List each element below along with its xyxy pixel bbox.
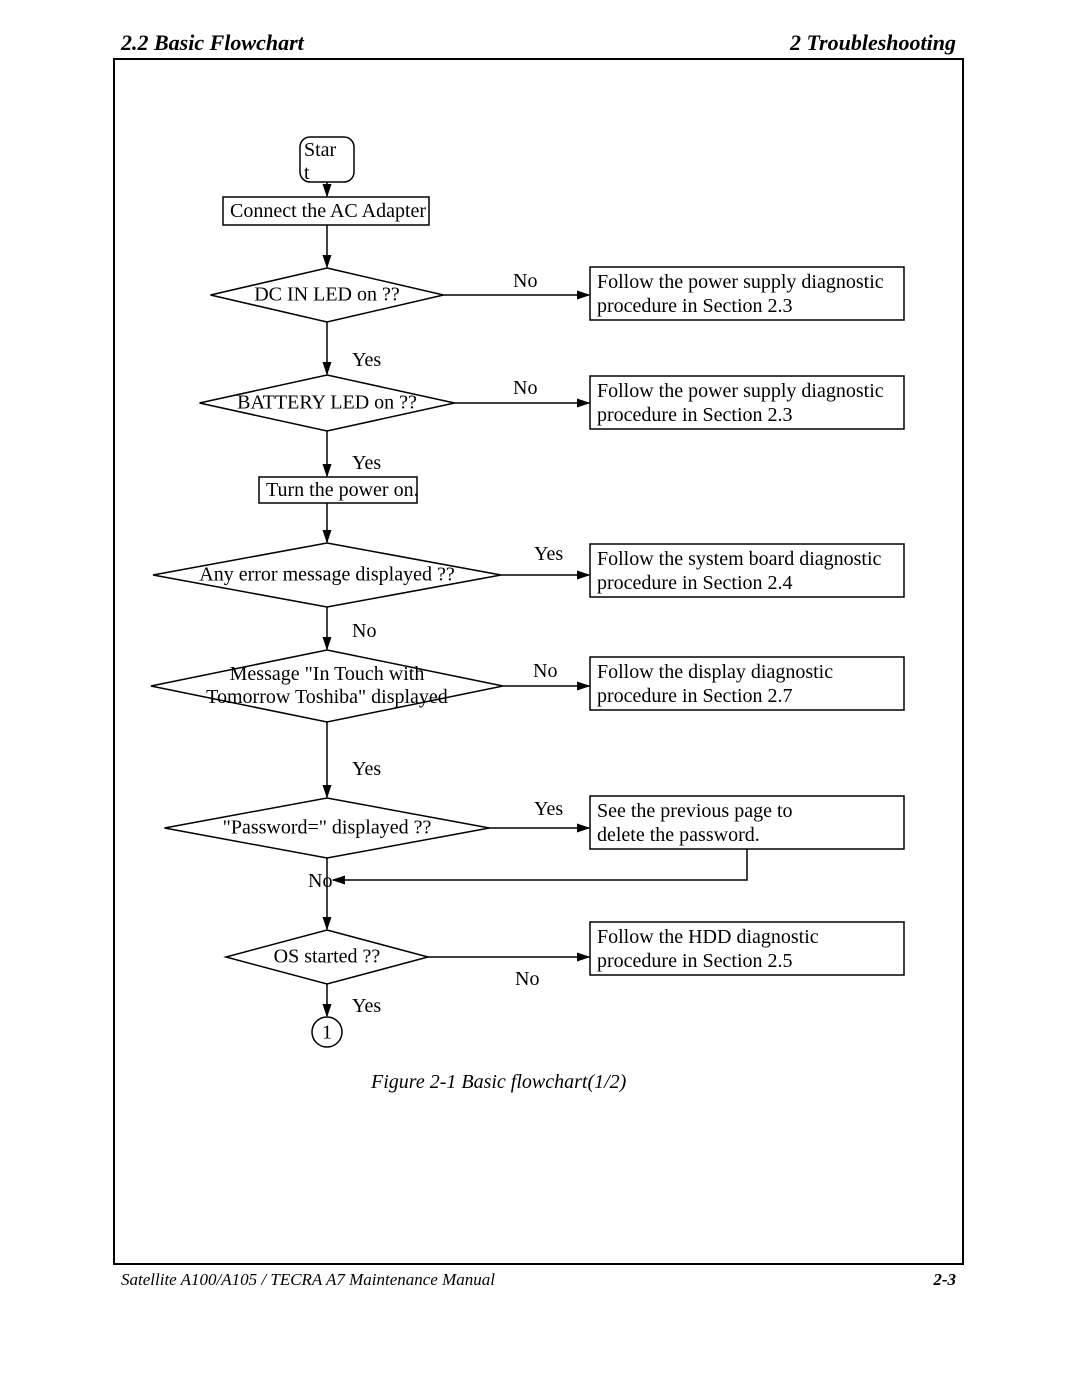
flow-label: No bbox=[513, 377, 537, 400]
header-right: 2 Troubleshooting bbox=[790, 30, 956, 56]
flow-label: Star t bbox=[304, 139, 336, 185]
flow-label: "Password=" displayed ?? bbox=[223, 817, 432, 840]
flow-label: Yes bbox=[352, 758, 381, 781]
flow-label: No bbox=[308, 870, 332, 893]
flow-label: delete the password. bbox=[597, 824, 760, 847]
flow-label: Follow the power supply diagnostic bbox=[597, 380, 884, 403]
flow-label: See the previous page to bbox=[597, 800, 793, 823]
flow-label: Follow the HDD diagnostic bbox=[597, 926, 819, 949]
flow-label: BATTERY LED on ?? bbox=[237, 392, 417, 415]
flow-label: No bbox=[513, 270, 537, 293]
flow-label: No bbox=[533, 660, 557, 683]
flow-label: Message "In Touch with Tomorrow Toshiba"… bbox=[206, 663, 448, 709]
flow-label: 1 bbox=[322, 1022, 332, 1045]
flow-label: Connect the AC Adapter bbox=[230, 200, 426, 223]
page-frame: 2.2 Basic Flowchart 2 Troubleshooting Sa… bbox=[113, 58, 964, 1265]
footer-right: 2-3 bbox=[933, 1270, 956, 1290]
flow-label: Follow the display diagnostic bbox=[597, 661, 833, 684]
flow-label: procedure in Section 2.3 bbox=[597, 295, 793, 318]
flow-label: procedure in Section 2.7 bbox=[597, 685, 793, 708]
flow-label: Follow the system board diagnostic bbox=[597, 548, 881, 571]
flow-label: procedure in Section 2.3 bbox=[597, 404, 793, 427]
flow-label: Yes bbox=[534, 543, 563, 566]
flow-label: procedure in Section 2.5 bbox=[597, 950, 793, 973]
flow-label: DC IN LED on ?? bbox=[254, 284, 400, 307]
figure-caption: Figure 2-1 Basic flowchart(1/2) bbox=[371, 1071, 626, 1094]
flow-label: OS started ?? bbox=[274, 946, 381, 969]
flow-label: Any error message displayed ?? bbox=[199, 564, 454, 587]
flow-label: procedure in Section 2.4 bbox=[597, 572, 793, 595]
flow-label: Yes bbox=[352, 995, 381, 1018]
flow-label: No bbox=[515, 968, 539, 991]
flow-label: No bbox=[352, 620, 376, 643]
flow-label: Turn the power on. bbox=[266, 479, 419, 502]
flow-label: Yes bbox=[534, 798, 563, 821]
header-left: 2.2 Basic Flowchart bbox=[121, 30, 304, 56]
flow-label: Yes bbox=[352, 452, 381, 475]
footer-left: Satellite A100/A105 / TECRA A7 Maintenan… bbox=[121, 1270, 495, 1290]
flow-label: Yes bbox=[352, 349, 381, 372]
flow-label: Follow the power supply diagnostic bbox=[597, 271, 884, 294]
